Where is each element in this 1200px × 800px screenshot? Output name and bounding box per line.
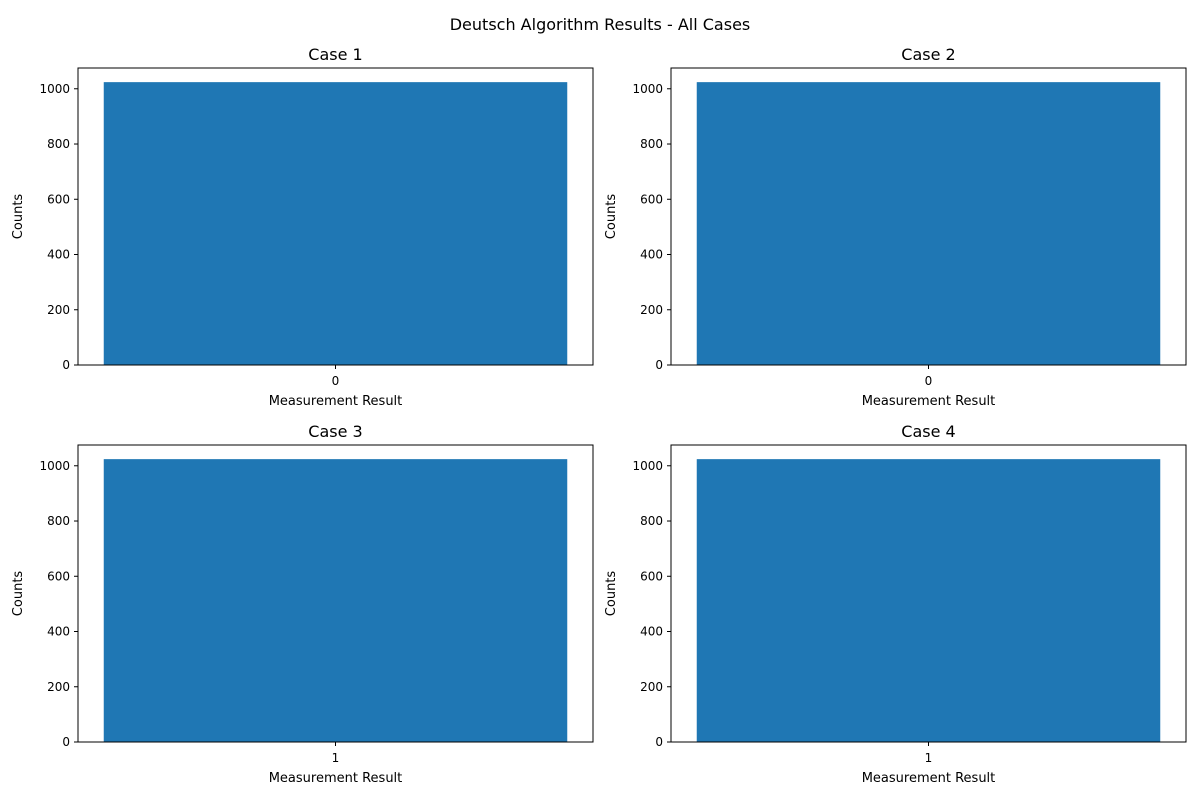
y-axis-label: Counts [11, 571, 26, 617]
y-axis-label: Counts [604, 571, 619, 617]
x-axis-label: Measurement Result [269, 771, 403, 786]
x-axis-label: Measurement Result [862, 771, 996, 786]
y-tick-label: 200 [640, 303, 663, 317]
y-tick-label: 0 [655, 358, 663, 372]
bar-0-case-1 [103, 82, 568, 366]
y-tick-label: 0 [655, 735, 663, 749]
bar-1-case-4 [696, 459, 1161, 742]
y-tick-label: 800 [640, 137, 663, 151]
x-tick-label: 0 [332, 374, 340, 388]
x-axis-label: Measurement Result [269, 394, 403, 409]
y-tick-label: 0 [62, 735, 70, 749]
subplot-title: Case 2 [901, 45, 955, 64]
y-tick-label: 1000 [632, 82, 663, 96]
subplot-case-2: 0 200 400 600 800 1000 0 Case 2 Measurement Resu… [604, 45, 1187, 409]
bar-0-case-2 [696, 82, 1161, 366]
figure-suptitle: Deutsch Algorithm Results - All Cases [450, 15, 751, 34]
y-tick-label: 200 [47, 303, 70, 317]
y-tick-label: 800 [47, 514, 70, 528]
x-tick-label: 1 [925, 751, 933, 765]
y-tick-label: 0 [62, 358, 70, 372]
subplot-case-4: 0 200 400 600 800 1000 1 Case 4 Measurement Resu… [604, 422, 1187, 786]
y-tick-label: 400 [640, 625, 663, 639]
subplot-title: Case 1 [308, 45, 362, 64]
y-tick-label: 400 [47, 248, 70, 262]
y-tick-label: 400 [640, 248, 663, 262]
subplot-title: Case 4 [901, 422, 955, 441]
x-tick-label: 0 [925, 374, 933, 388]
y-axis-label: Counts [11, 194, 26, 240]
x-tick-label: 1 [332, 751, 340, 765]
x-axis-label: Measurement Result [862, 394, 996, 409]
y-tick-label: 800 [640, 514, 663, 528]
y-tick-label: 600 [640, 569, 663, 583]
y-tick-label: 600 [640, 192, 663, 206]
y-tick-label: 1000 [632, 459, 663, 473]
subplot-case-3: 0 200 400 600 800 1000 1 Case 3 Measurement Resu… [11, 422, 594, 786]
y-tick-label: 200 [47, 680, 70, 694]
y-tick-label: 600 [47, 192, 70, 206]
y-tick-label: 600 [47, 569, 70, 583]
y-tick-label: 800 [47, 137, 70, 151]
y-tick-label: 400 [47, 625, 70, 639]
y-axis-label: Counts [604, 194, 619, 240]
y-tick-label: 200 [640, 680, 663, 694]
y-tick-label: 1000 [39, 82, 70, 96]
bar-1-case-3 [103, 459, 568, 742]
subplot-case-1: 0 200 400 600 800 1000 0 Case 1 Measurement Resu… [11, 45, 594, 409]
y-tick-label: 1000 [39, 459, 70, 473]
subplot-title: Case 3 [308, 422, 362, 441]
